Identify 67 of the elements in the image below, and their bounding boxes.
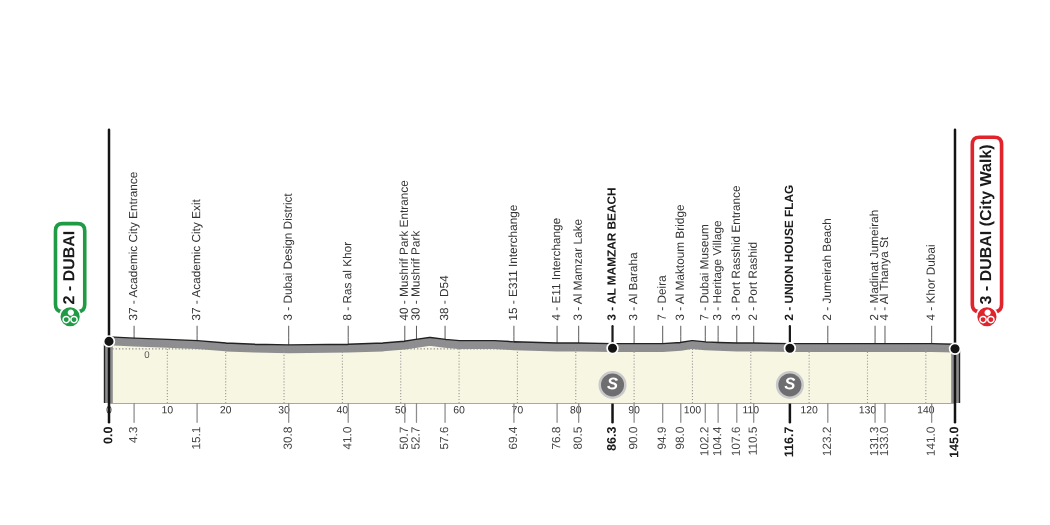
- ref-line-label: 90.0: [628, 427, 638, 450]
- annotation: 4 - Al Thanya St: [879, 236, 891, 321]
- x-tick-label: 60: [453, 406, 465, 414]
- text: 3 - DUBAI (City Walk): [979, 145, 995, 305]
- ref-line-label: 0.0: [103, 427, 113, 444]
- ref-line-label: 57.6: [439, 427, 449, 450]
- x-tick-label: 130: [859, 406, 876, 414]
- text: 2 - DUBAI: [63, 231, 75, 304]
- ref-line-label: 104.4: [712, 426, 722, 456]
- annotation: 38 - D54: [439, 275, 449, 321]
- ref-line-label: 116.7: [784, 427, 794, 457]
- ref-line-label: 41.0: [343, 427, 352, 450]
- ref-line-label: 141.0: [926, 427, 935, 456]
- ref-line-label: 98.0: [675, 427, 684, 450]
- ref-line-label: 76.8: [551, 427, 561, 449]
- ref-line-label: 15.1: [192, 427, 201, 449]
- ref-line-label: 50.7: [399, 427, 408, 450]
- x-tick-label: 140: [917, 406, 935, 414]
- annotation: 4 - Khor Dubai: [926, 245, 935, 321]
- annotation: 3 - Al Baraha: [628, 252, 638, 321]
- annotation: 30 - Mushrif Park: [410, 230, 420, 321]
- x-tick-label: 90: [628, 406, 640, 414]
- ref-line-label: 4.3: [128, 427, 138, 443]
- annotation: 2 - Madinat Jumeirah: [869, 210, 879, 321]
- annotation: 7 - Dubai Museum: [699, 224, 709, 320]
- x-tick-label: 10: [162, 406, 173, 414]
- annotation: 40 - Mushrif Park Entrance: [399, 180, 408, 321]
- annotation: 3 - Port Rasshid Entrance: [731, 185, 740, 321]
- annotation: 3 - Dubai Design District: [283, 193, 295, 321]
- ref-line-label: 30.8: [283, 427, 292, 450]
- annotation: 7 - Deira: [657, 275, 666, 320]
- annotation: 3 - AL MAMZAR BEACH: [607, 188, 616, 321]
- annotation: S: [607, 377, 618, 390]
- ref-line-label: 110.5: [748, 427, 757, 455]
- ref-line-label: 133.0: [879, 427, 889, 456]
- x-tick-label: 50: [395, 406, 407, 414]
- x-tick-label: 40: [336, 406, 348, 414]
- ref-line-label: 145.0: [949, 427, 959, 458]
- annotation: 3 - Heritage Village: [712, 220, 724, 321]
- annotation: 0: [144, 351, 150, 359]
- annotation: 15 - E311 Interchange: [508, 205, 520, 320]
- annotation: 2 - Jumeirah Beach: [822, 219, 831, 321]
- x-tick-label: 120: [801, 406, 818, 414]
- annotation: 8 - Ras al Khor: [342, 242, 352, 321]
- ref-line-label: 107.6: [731, 427, 740, 456]
- annotation: 4 - E11 Interchange: [551, 218, 563, 321]
- annotation: 37 - Academic City Entrance: [128, 172, 140, 321]
- ref-line-label: 52.7: [411, 427, 420, 450]
- x-tick-label: 30: [278, 406, 290, 414]
- annotation: S: [784, 377, 796, 390]
- annotation: 2 - UNION HOUSE FLAG: [784, 185, 794, 321]
- ref-line-label: 123.2: [822, 427, 831, 456]
- annotation: 3 - Al Maktoum Bridge: [675, 205, 687, 321]
- annotation: 3 - Al Mamzar Lake: [573, 219, 582, 321]
- x-tick-label: 70: [512, 406, 523, 414]
- ref-line-label: 80.5: [573, 427, 582, 450]
- ref-line-label: 69.4: [508, 426, 518, 449]
- ref-line-label: 131.3: [869, 427, 879, 456]
- x-tick-label: 80: [570, 406, 582, 414]
- x-tick-label: 20: [220, 406, 232, 414]
- annotation: 37 - Academic City Exit: [191, 199, 203, 321]
- x-tick-label: 100: [684, 406, 701, 414]
- x-tick-label: 110: [743, 406, 759, 414]
- ref-line-label: 86.3: [607, 427, 616, 451]
- ref-line-label: 102.2: [700, 427, 709, 456]
- ref-line-label: 94.9: [657, 427, 666, 450]
- annotation: 2 - Port Rashid: [748, 242, 757, 321]
